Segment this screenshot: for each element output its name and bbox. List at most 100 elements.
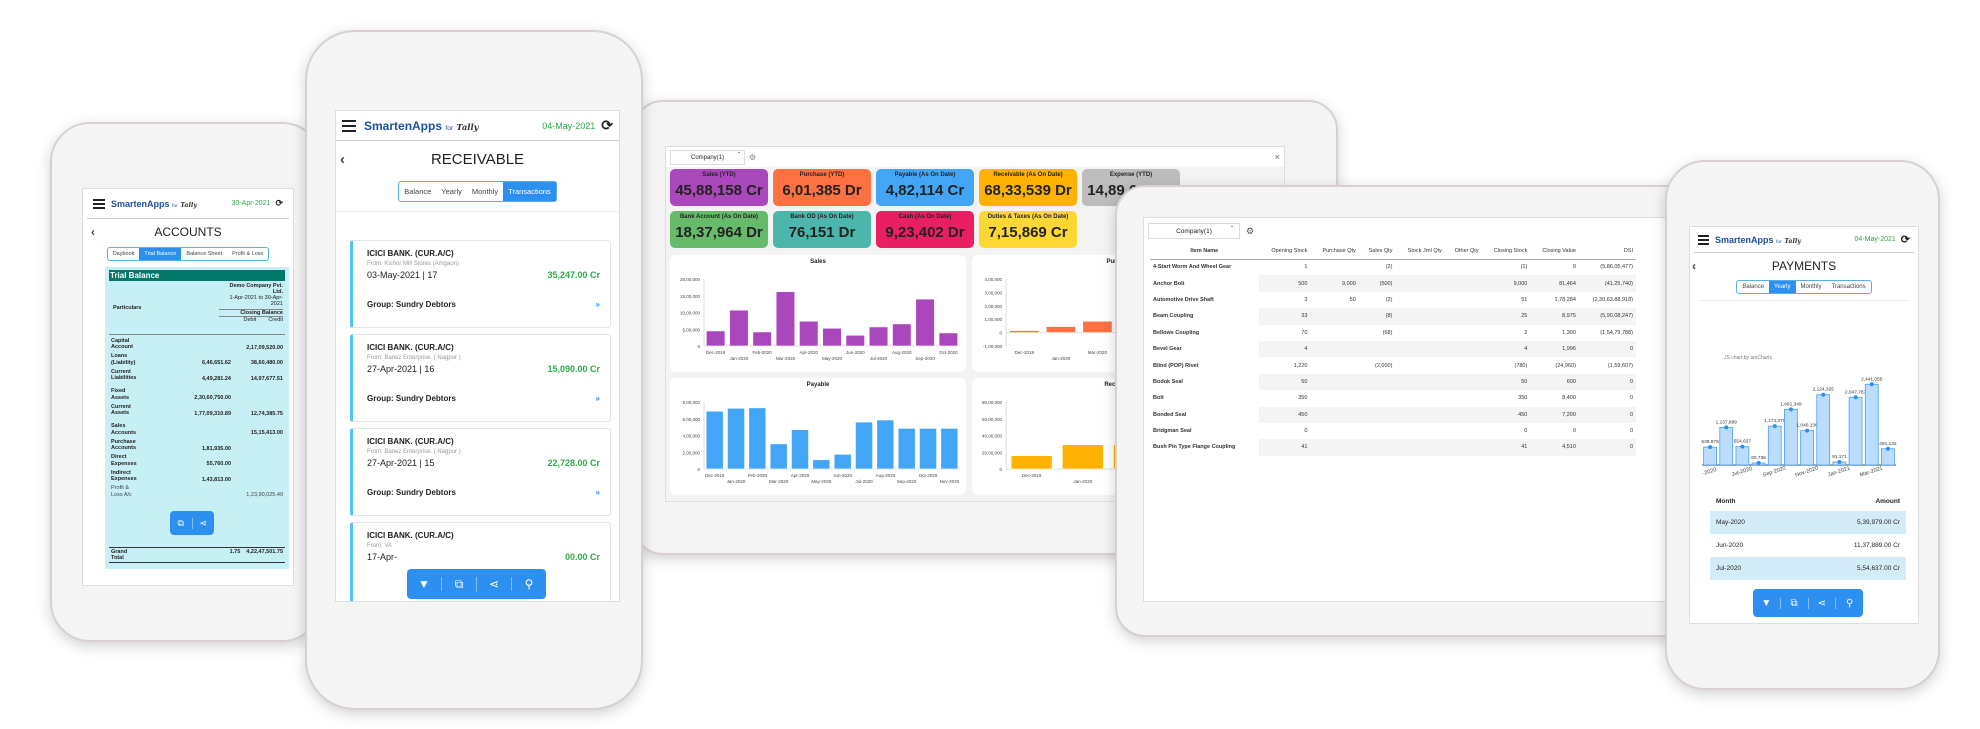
- kpi-card[interactable]: Purchase (YTD) 6,01,385 Dr: [773, 169, 871, 206]
- tab-yearly[interactable]: Yearly: [1769, 281, 1796, 293]
- table-row[interactable]: Bridgman Seal 0 0 0 0: [1150, 423, 1636, 439]
- bar[interactable]: [775, 291, 796, 347]
- kpi-card[interactable]: Sales (YTD) 45,88,158 Cr: [670, 169, 768, 206]
- bar[interactable]: [845, 334, 865, 347]
- table-row[interactable]: Blind (POP) Rivet 1,220 (2,000) (780) (24,96…: [1150, 357, 1636, 373]
- chevron-left-icon[interactable]: ‹: [91, 225, 95, 239]
- company-select[interactable]: Company(1) ˇ: [670, 149, 745, 165]
- gear-icon[interactable]: ⚙: [749, 152, 757, 162]
- bar[interactable]: [892, 323, 912, 347]
- bar[interactable]: [727, 407, 745, 470]
- column-header[interactable]: Stock Jrnl Qty: [1395, 244, 1445, 260]
- transaction-card[interactable]: ICICI BANK. (CUR.A/C) From: Kishor Mill S…: [350, 240, 611, 328]
- kpi-card[interactable]: Bank OD (As On Date) 76,151 Dr: [773, 211, 871, 248]
- bar[interactable]: [1009, 330, 1040, 333]
- table-row[interactable]: Bodok Seal 50 50 600 0: [1150, 373, 1636, 391]
- column-header[interactable]: Other Qty: [1444, 244, 1482, 260]
- table-row[interactable]: Bevel Gear 4 4 1,996 0: [1150, 340, 1636, 358]
- bar[interactable]: [1881, 448, 1895, 466]
- bar[interactable]: [1784, 408, 1798, 466]
- bar[interactable]: [940, 428, 959, 470]
- bar[interactable]: [706, 330, 726, 347]
- table-row[interactable]: Bellows Coupling 70 (68) 2 1,300 (1,54,79,788…: [1150, 325, 1636, 341]
- table-row[interactable]: Jun-2020 11,37,889.00 Cr: [1710, 534, 1906, 557]
- transaction-card[interactable]: ICICI BANK. (CUR.A/C) From: Banez Enterpr…: [350, 334, 611, 422]
- bar[interactable]: [1719, 426, 1734, 466]
- gear-icon[interactable]: ⚙: [1246, 225, 1255, 236]
- bar[interactable]: [752, 331, 772, 347]
- bar[interactable]: [938, 332, 958, 347]
- bar[interactable]: [868, 326, 889, 347]
- double-chevron-right-icon[interactable]: »: [595, 394, 600, 403]
- share-icon[interactable]: ⋖: [1809, 597, 1837, 609]
- kpi-card[interactable]: Cash (As On Date) 9,23,402 Dr: [876, 211, 974, 248]
- bar[interactable]: [1735, 446, 1750, 466]
- bar[interactable]: [791, 429, 809, 470]
- table-row[interactable]: May-2020 5,39,979.00 Cr: [1710, 511, 1906, 534]
- bar[interactable]: [1062, 444, 1104, 470]
- tab-yearly[interactable]: Yearly: [441, 187, 462, 196]
- bar[interactable]: [1800, 430, 1814, 466]
- tab-transactions[interactable]: Transactions: [503, 182, 556, 201]
- bar[interactable]: [705, 410, 724, 470]
- company-select[interactable]: Company(1) ˇ: [1148, 223, 1240, 239]
- table-row[interactable]: 4-Start Worm And Wheel Gear 1 (2) (1) 0 (5,86…: [1150, 259, 1636, 275]
- bar[interactable]: [915, 298, 935, 347]
- bar[interactable]: [1703, 446, 1717, 466]
- search-icon[interactable]: ⚲: [524, 577, 534, 591]
- bar[interactable]: [748, 407, 767, 470]
- bar[interactable]: [897, 428, 916, 470]
- bar[interactable]: [1045, 326, 1076, 333]
- close-icon[interactable]: ×: [1274, 152, 1280, 162]
- transaction-card[interactable]: ICICI BANK. (CUR.A/C) From: VA 17-Apr- 00.0…: [350, 522, 611, 601]
- chevron-left-icon[interactable]: ‹: [1692, 259, 1696, 273]
- bar[interactable]: [876, 419, 895, 470]
- bar[interactable]: [1864, 383, 1879, 466]
- bar[interactable]: [919, 428, 937, 470]
- bar[interactable]: [1816, 394, 1831, 466]
- table-row[interactable]: Bonded Seal 450 450 7,200 0: [1150, 406, 1636, 423]
- filter-icon[interactable]: ▼: [407, 577, 442, 591]
- column-header[interactable]: Closing Stock: [1481, 244, 1531, 260]
- kpi-card[interactable]: Duties & Taxes (As On Date) 7,15,869 Cr: [979, 211, 1077, 248]
- bar[interactable]: [1848, 396, 1863, 466]
- chevron-left-icon[interactable]: ‹: [340, 151, 345, 168]
- share-icon[interactable]: ⋖: [477, 577, 512, 591]
- column-header[interactable]: Sales Qty: [1358, 244, 1396, 260]
- tab-balance[interactable]: Balance: [1742, 284, 1765, 290]
- kpi-card[interactable]: Payable (As On Date) 4,82,114 Cr: [876, 169, 974, 206]
- table-row[interactable]: Anchor Bolt 500 9,000 (500) 9,000 81,464 (41,2…: [1150, 275, 1636, 292]
- bar[interactable]: [812, 459, 831, 470]
- tab-balance[interactable]: Balance: [404, 187, 432, 196]
- column-header[interactable]: Opening Stock: [1258, 244, 1311, 260]
- refresh-icon[interactable]: ⟳: [601, 117, 613, 133]
- bar[interactable]: [729, 309, 749, 347]
- bar[interactable]: [769, 443, 788, 470]
- table-row[interactable]: Automotive Drive Shaft 3 50 (2) 51 1,78,284 (2…: [1150, 292, 1636, 308]
- bar[interactable]: [1082, 320, 1113, 333]
- bar[interactable]: [1767, 425, 1782, 466]
- column-header[interactable]: Closing Value: [1530, 244, 1579, 260]
- tab-monthly[interactable]: Monthly: [1800, 284, 1822, 290]
- table-row[interactable]: Bush Pin Type Flange Coupling 41 41 4,510 0: [1150, 439, 1636, 456]
- column-header[interactable]: Purchase Qty: [1310, 244, 1359, 260]
- filter-icon[interactable]: ▼: [1753, 597, 1781, 609]
- kpi-card[interactable]: Receivable (As On Date) 68,33,539 Dr: [979, 169, 1077, 206]
- transaction-card[interactable]: ICICI BANK. (CUR.A/C) From: Banez Enterpr…: [350, 428, 611, 516]
- column-header[interactable]: DSI: [1578, 244, 1636, 260]
- table-row[interactable]: Beam Coupling 33 (8) 25 8,975 (5,90,08,247): [1150, 308, 1636, 325]
- double-chevron-right-icon[interactable]: »: [595, 488, 600, 497]
- kpi-card[interactable]: Bank Account (As On Date) 18,37,964 Dr: [670, 211, 768, 248]
- table-row[interactable]: Bolt 350 350 8,400 0: [1150, 390, 1636, 406]
- external-link-icon[interactable]: ⧉: [442, 576, 477, 592]
- share-icon[interactable]: ⋖: [199, 517, 208, 528]
- tab-transactions[interactable]: Transactions: [1831, 284, 1866, 290]
- refresh-icon[interactable]: ⟳: [275, 198, 283, 208]
- bar[interactable]: [855, 421, 873, 470]
- bar[interactable]: [822, 327, 842, 347]
- hamburger-icon[interactable]: [93, 198, 105, 209]
- bar[interactable]: [833, 454, 852, 470]
- table-row[interactable]: Jul-2020 5,54,637.00 Cr: [1710, 557, 1906, 580]
- hamburger-icon[interactable]: [342, 119, 356, 132]
- tab-daybook[interactable]: Daybook: [112, 251, 135, 257]
